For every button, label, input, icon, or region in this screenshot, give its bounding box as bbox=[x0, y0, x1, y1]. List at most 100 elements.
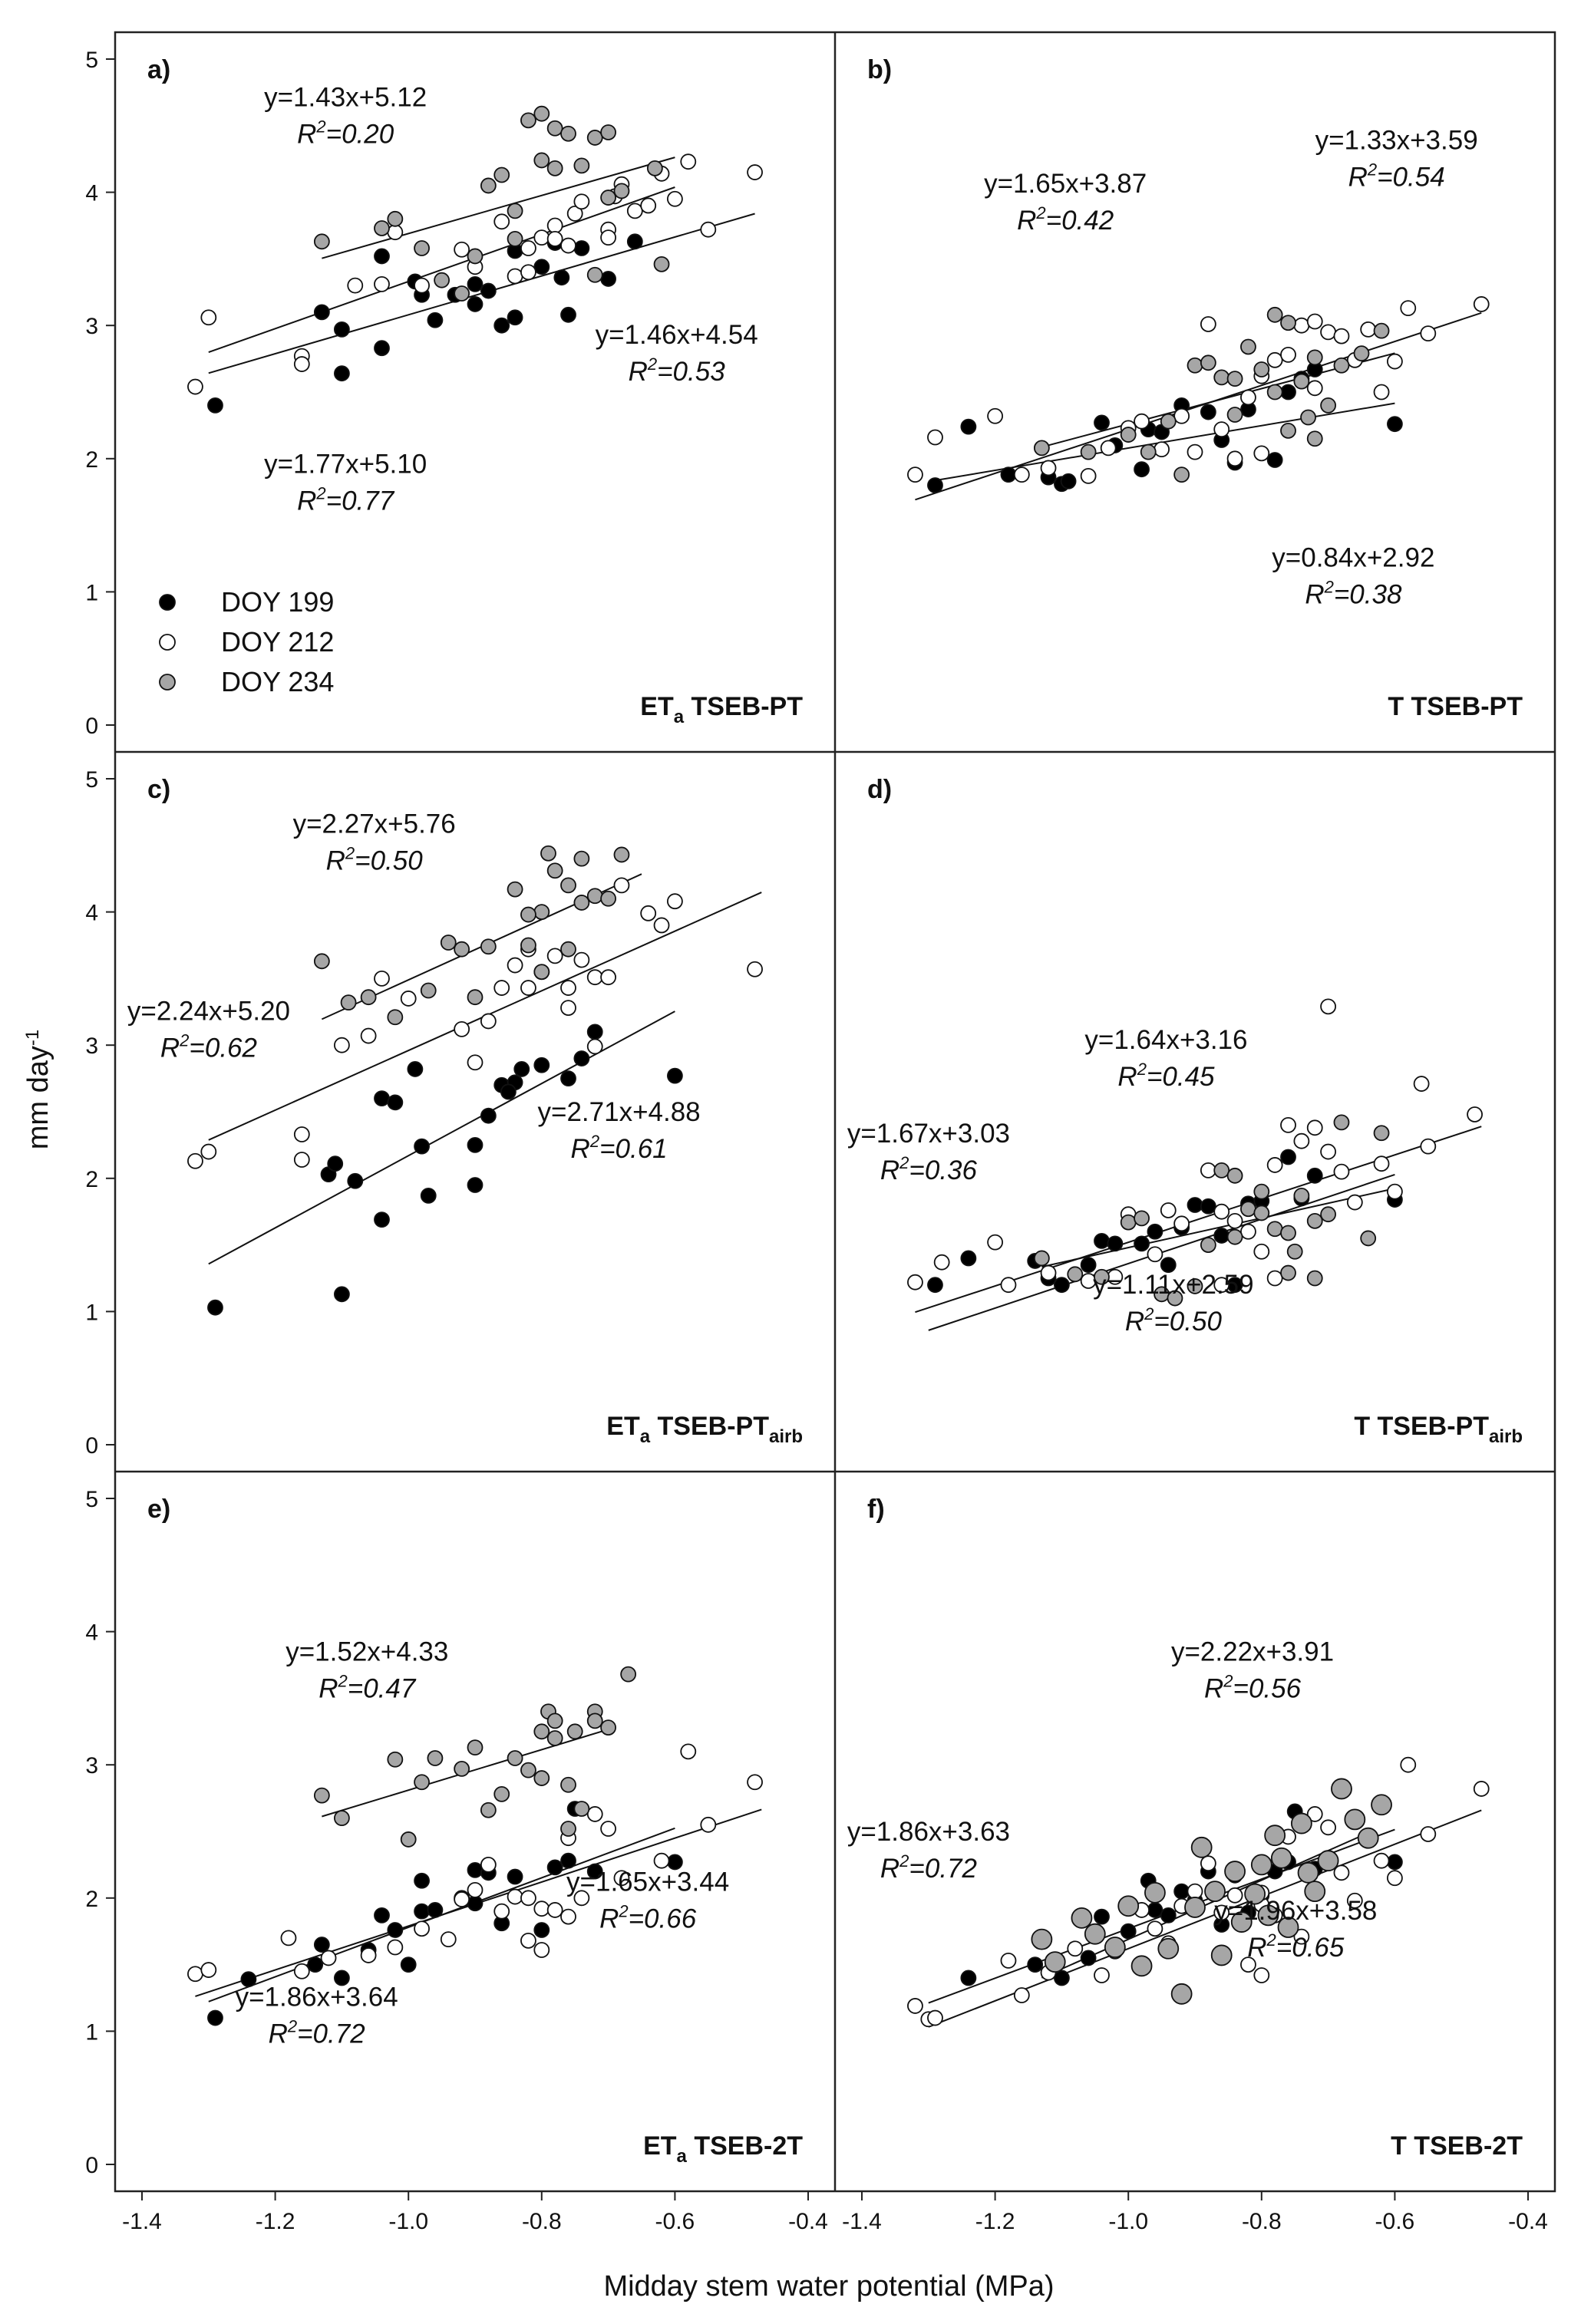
data-point bbox=[586, 1806, 603, 1822]
data-point bbox=[1130, 1955, 1153, 1977]
r-squared-value: =0.38 bbox=[1334, 580, 1402, 610]
r-squared-exponent: 2 bbox=[1324, 578, 1334, 597]
data-point bbox=[374, 971, 390, 987]
data-point bbox=[573, 193, 590, 210]
data-point bbox=[1320, 998, 1336, 1015]
data-point bbox=[1333, 1114, 1350, 1131]
y-tick-label: 4 bbox=[85, 901, 98, 926]
data-point bbox=[1387, 416, 1403, 433]
data-point bbox=[1473, 296, 1490, 312]
data-point bbox=[1373, 322, 1390, 339]
regression-equation: y=1.65x+3.87 bbox=[984, 169, 1147, 199]
data-point bbox=[1160, 1907, 1177, 1923]
model-label-subscript: a bbox=[677, 2146, 688, 2167]
data-point bbox=[560, 1000, 576, 1016]
data-point bbox=[546, 1902, 563, 1918]
data-point bbox=[187, 1152, 203, 1169]
data-point bbox=[414, 240, 430, 256]
data-point bbox=[573, 1890, 590, 1907]
data-point bbox=[1200, 1855, 1216, 1872]
r-squared-exponent: 2 bbox=[287, 2017, 297, 2036]
data-point bbox=[414, 1774, 430, 1791]
data-point bbox=[640, 905, 657, 921]
panels: a)ETa TSEB-PTy=1.43x+5.12R2=0.20y=1.46x+… bbox=[127, 55, 1523, 2167]
r-squared-exponent: 2 bbox=[315, 117, 325, 136]
y-axis-title-superscript: -1 bbox=[22, 1030, 43, 1046]
data-point bbox=[586, 1863, 603, 1880]
data-point bbox=[560, 1821, 576, 1837]
data-point bbox=[1293, 1928, 1310, 1945]
data-point bbox=[1373, 384, 1390, 401]
data-point bbox=[1107, 1235, 1124, 1252]
data-point bbox=[200, 1962, 217, 1978]
data-point bbox=[600, 890, 616, 907]
data-point bbox=[414, 1872, 430, 1889]
data-point bbox=[586, 1713, 603, 1729]
r-squared: R2=0.62 bbox=[160, 1031, 257, 1063]
data-point bbox=[546, 120, 563, 137]
regression-equation: y=1.86x+3.63 bbox=[847, 1817, 1010, 1847]
x-tick-label: -1.0 bbox=[1108, 2209, 1148, 2234]
data-point bbox=[586, 1024, 603, 1040]
data-point bbox=[520, 1762, 536, 1778]
data-point bbox=[1400, 1756, 1417, 1773]
model-label-subscript: airb bbox=[1489, 1426, 1523, 1447]
data-point bbox=[1031, 1928, 1053, 1950]
data-point bbox=[293, 356, 310, 372]
data-point bbox=[414, 1138, 430, 1155]
data-point bbox=[1240, 338, 1256, 355]
data-point bbox=[1250, 1854, 1272, 1876]
data-point bbox=[520, 980, 536, 996]
data-point bbox=[1094, 414, 1110, 431]
data-point bbox=[360, 1027, 377, 1044]
r-squared-exponent: 2 bbox=[899, 1153, 909, 1172]
data-point bbox=[1080, 1950, 1097, 1966]
data-point bbox=[907, 1274, 923, 1291]
regression-line bbox=[208, 186, 675, 354]
r-squared-value: =0.56 bbox=[1233, 1673, 1302, 1703]
regression-equation: y=2.24x+5.20 bbox=[127, 997, 290, 1027]
data-point bbox=[1280, 315, 1296, 331]
data-point bbox=[1067, 1266, 1084, 1283]
data-point bbox=[493, 213, 510, 230]
regression-equation: y=2.27x+5.76 bbox=[293, 809, 456, 839]
r-squared-symbol: R bbox=[326, 846, 345, 876]
data-point bbox=[667, 1067, 683, 1084]
data-point bbox=[507, 881, 523, 898]
data-point bbox=[293, 1963, 310, 1980]
regression-line bbox=[322, 157, 675, 259]
y-tick-label: 3 bbox=[85, 1753, 98, 1778]
data-point bbox=[927, 477, 943, 493]
data-point bbox=[207, 2009, 223, 2026]
data-point bbox=[440, 1931, 457, 1948]
data-point bbox=[546, 1859, 563, 1876]
data-point bbox=[573, 157, 590, 174]
data-point bbox=[467, 1861, 484, 1878]
data-point bbox=[387, 1751, 404, 1768]
data-point bbox=[1147, 1920, 1163, 1937]
data-point bbox=[1054, 1970, 1070, 1986]
data-point bbox=[467, 275, 484, 292]
data-point bbox=[520, 112, 536, 129]
data-point bbox=[467, 989, 484, 1006]
data-point bbox=[533, 259, 550, 275]
data-point bbox=[1213, 421, 1230, 438]
data-point bbox=[387, 210, 404, 227]
r-squared: R2=0.36 bbox=[880, 1153, 978, 1185]
data-point bbox=[546, 1713, 563, 1729]
data-point bbox=[1290, 1812, 1312, 1834]
data-point bbox=[1270, 1847, 1292, 1869]
data-point bbox=[467, 248, 484, 265]
data-point bbox=[360, 989, 377, 1006]
data-point bbox=[387, 1009, 404, 1026]
data-point bbox=[1264, 1825, 1286, 1847]
data-point bbox=[600, 1821, 616, 1837]
data-point bbox=[533, 1770, 550, 1786]
data-point bbox=[560, 125, 576, 142]
data-point bbox=[1333, 1864, 1350, 1881]
data-point bbox=[467, 1177, 484, 1193]
r-squared-exponent: 2 bbox=[1137, 1060, 1147, 1079]
data-point bbox=[520, 1932, 536, 1949]
y-tick-label: 5 bbox=[85, 1487, 98, 1512]
data-point bbox=[347, 1172, 364, 1189]
